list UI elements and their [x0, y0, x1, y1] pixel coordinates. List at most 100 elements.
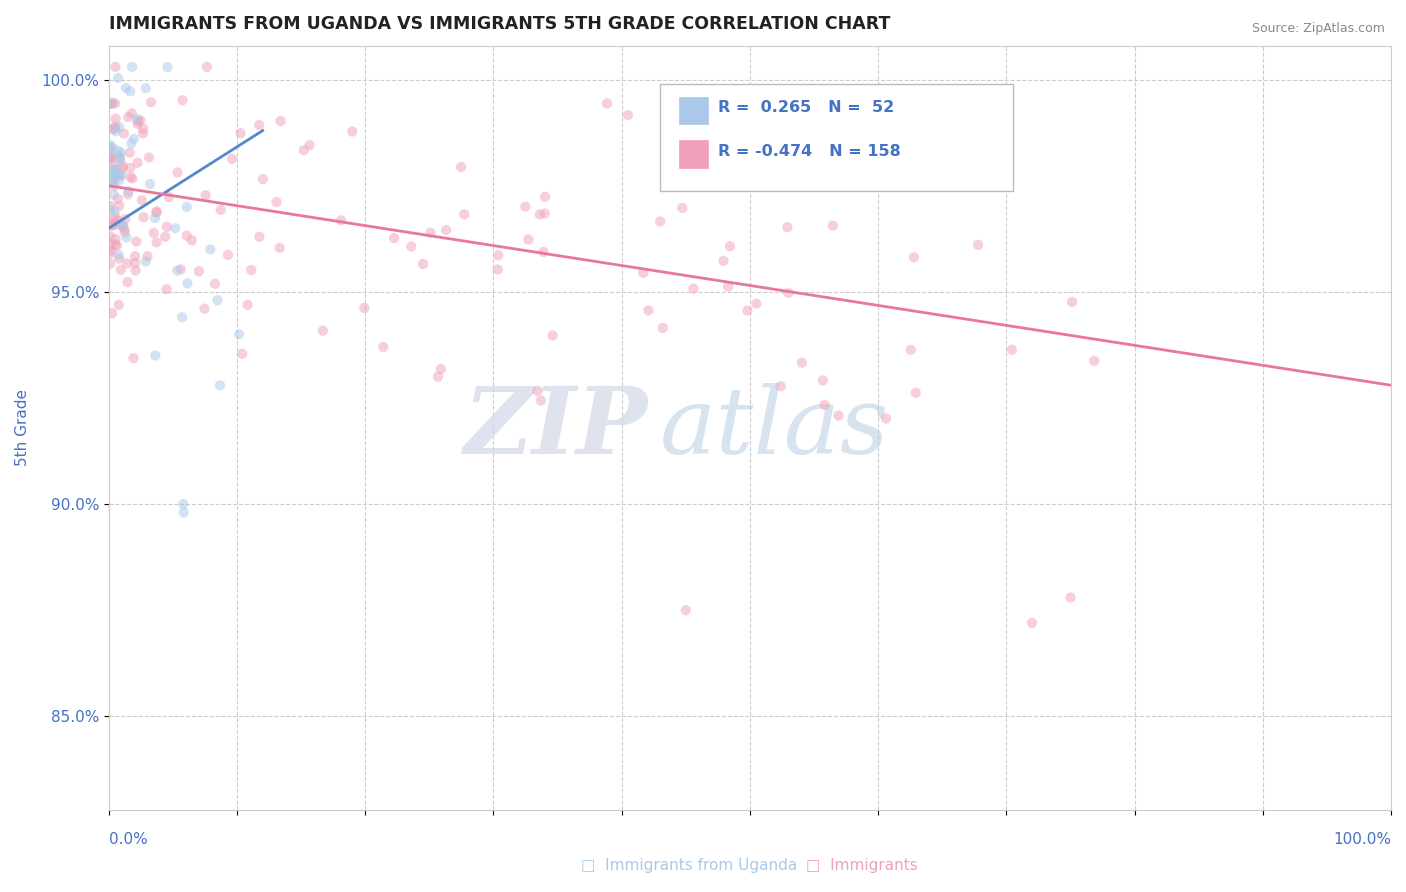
Point [107, 298, 129, 312]
Point [266, 195, 288, 210]
Point [193, 301, 215, 316]
Point [682, 282, 704, 296]
Point [811, 374, 834, 388]
Point [904, 385, 927, 400]
Point [115, 256, 138, 270]
Point [453, 207, 475, 221]
Point [117, 110, 139, 124]
Point [104, 204, 127, 219]
Point [671, 201, 693, 215]
Point [533, 206, 555, 220]
Point [269, 241, 291, 255]
Point [104, 124, 127, 138]
Point [101, 162, 124, 177]
Point [101, 140, 124, 154]
Point [534, 190, 557, 204]
Point [530, 393, 553, 408]
Point [382, 231, 405, 245]
Point [114, 226, 136, 240]
Point [120, 136, 142, 151]
Point [105, 162, 128, 177]
Point [112, 127, 135, 141]
Point [778, 285, 800, 300]
Text: 0.0%: 0.0% [108, 832, 148, 847]
Point [745, 296, 768, 310]
Point [100, 244, 122, 258]
Point [269, 114, 291, 128]
Point [124, 249, 146, 263]
Point [98, 145, 121, 159]
Point [103, 176, 125, 190]
Point [541, 328, 564, 343]
Point [821, 219, 844, 233]
Point [450, 160, 472, 174]
Point [236, 298, 259, 312]
Point [157, 190, 180, 204]
Point [111, 219, 134, 234]
Point [135, 254, 157, 268]
Point [101, 157, 124, 171]
Point [103, 179, 125, 194]
Point [143, 349, 166, 363]
Point [107, 169, 129, 183]
Point [1021, 615, 1043, 630]
Point [108, 252, 131, 266]
Text: 100.0%: 100.0% [1333, 832, 1391, 847]
Point [127, 114, 149, 128]
Point [176, 200, 198, 214]
Point [117, 187, 139, 202]
Point [100, 97, 122, 112]
Point [111, 168, 134, 182]
Point [104, 120, 127, 134]
Point [100, 219, 122, 233]
Point [221, 152, 243, 166]
Point [617, 108, 640, 122]
Point [98, 148, 121, 162]
Point [156, 60, 179, 74]
Point [138, 151, 160, 165]
Point [172, 93, 194, 107]
Point [651, 321, 673, 335]
Point [180, 234, 202, 248]
Point [111, 161, 134, 176]
Point [103, 187, 125, 202]
Point [252, 172, 274, 186]
Point [486, 248, 509, 262]
Text: R =  0.265   N =  52: R = 0.265 N = 52 [718, 100, 894, 115]
Point [107, 213, 129, 227]
Point [100, 151, 122, 165]
Point [526, 384, 548, 398]
Point [217, 248, 239, 262]
Point [98, 246, 121, 260]
Point [718, 239, 741, 253]
Point [373, 340, 395, 354]
Point [204, 277, 226, 291]
Point [486, 262, 509, 277]
Point [104, 60, 127, 74]
Point [170, 262, 193, 277]
Text: R = -0.474   N = 158: R = -0.474 N = 158 [718, 144, 901, 159]
Point [104, 112, 127, 126]
Point [101, 306, 124, 320]
Point [107, 70, 129, 85]
Point [104, 237, 127, 252]
Point [713, 254, 735, 268]
FancyBboxPatch shape [679, 140, 707, 168]
Point [101, 219, 124, 233]
Point [108, 199, 131, 213]
Point [717, 279, 740, 293]
Point [529, 207, 551, 221]
Point [100, 229, 122, 244]
Point [132, 210, 155, 224]
Point [633, 266, 655, 280]
Point [125, 112, 148, 126]
Text: IMMIGRANTS FROM UGANDA VS IMMIGRANTS 5TH GRADE CORRELATION CHART: IMMIGRANTS FROM UGANDA VS IMMIGRANTS 5TH… [108, 15, 890, 33]
Point [165, 221, 187, 235]
Point [122, 351, 145, 366]
Point [131, 193, 153, 207]
Point [98, 138, 121, 153]
Point [124, 263, 146, 277]
Point [769, 379, 792, 393]
Point [596, 96, 619, 111]
Point [111, 219, 134, 233]
